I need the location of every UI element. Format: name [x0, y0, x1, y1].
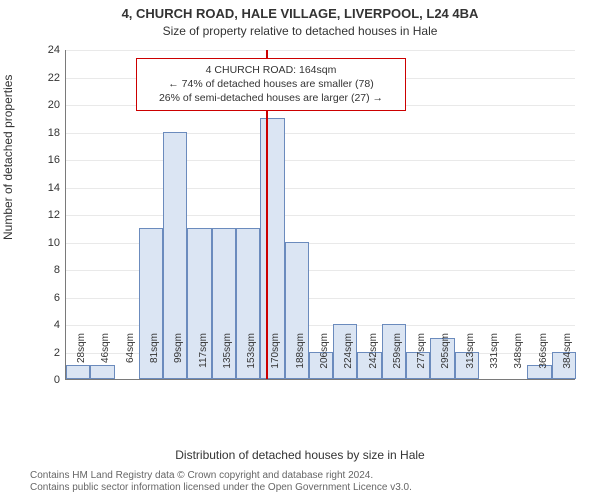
gridline-h [66, 215, 575, 216]
x-tick-label: 153sqm [246, 333, 257, 383]
x-tick-label: 46sqm [100, 333, 111, 383]
page-title-line2: Size of property relative to detached ho… [0, 24, 600, 38]
annotation-line3: 26% of semi-detached houses are larger (… [145, 91, 397, 105]
x-tick-label: 242sqm [368, 333, 379, 383]
y-tick-label: 10 [30, 237, 60, 249]
y-tick-label: 22 [30, 72, 60, 84]
x-axis-label: Distribution of detached houses by size … [0, 448, 600, 462]
x-tick-label: 188sqm [295, 333, 306, 383]
y-tick-label: 12 [30, 209, 60, 221]
annotation-line1: 4 CHURCH ROAD: 164sqm [145, 63, 397, 77]
x-tick-label: 384sqm [562, 333, 573, 383]
gridline-h [66, 160, 575, 161]
page-title-line1: 4, CHURCH ROAD, HALE VILLAGE, LIVERPOOL,… [0, 6, 600, 21]
gridline-h [66, 133, 575, 134]
x-tick-label: 28sqm [76, 333, 87, 383]
x-tick-label: 295sqm [440, 333, 451, 383]
annotation-box: 4 CHURCH ROAD: 164sqm ← 74% of detached … [136, 58, 406, 111]
y-tick-label: 16 [30, 154, 60, 166]
y-tick-label: 6 [30, 292, 60, 304]
y-tick-label: 2 [30, 347, 60, 359]
x-tick-label: 331sqm [489, 333, 500, 383]
y-tick-label: 8 [30, 264, 60, 276]
y-tick-label: 24 [30, 44, 60, 56]
footer-line2: Contains public sector information licen… [30, 482, 590, 494]
x-tick-label: 224sqm [343, 333, 354, 383]
y-tick-label: 14 [30, 182, 60, 194]
histogram-plot: 02468101214161820222428sqm46sqm64sqm81sq… [65, 50, 575, 380]
x-tick-label: 135sqm [222, 333, 233, 383]
x-tick-label: 313sqm [465, 333, 476, 383]
x-tick-label: 277sqm [416, 333, 427, 383]
y-axis-label: Number of detached properties [1, 75, 15, 240]
x-tick-label: 81sqm [149, 333, 160, 383]
x-tick-label: 206sqm [319, 333, 330, 383]
footer-attribution: Contains HM Land Registry data © Crown c… [30, 470, 590, 494]
x-tick-label: 259sqm [392, 333, 403, 383]
x-tick-label: 99sqm [173, 333, 184, 383]
gridline-h [66, 50, 575, 51]
y-tick-label: 20 [30, 99, 60, 111]
y-tick-label: 18 [30, 127, 60, 139]
x-tick-label: 366sqm [538, 333, 549, 383]
gridline-h [66, 188, 575, 189]
y-tick-label: 4 [30, 319, 60, 331]
annotation-line2: ← 74% of detached houses are smaller (78… [145, 77, 397, 91]
x-tick-label: 117sqm [198, 333, 209, 383]
x-tick-label: 170sqm [270, 333, 281, 383]
y-tick-label: 0 [30, 374, 60, 386]
footer-line1: Contains HM Land Registry data © Crown c… [30, 470, 590, 482]
x-tick-label: 348sqm [513, 333, 524, 383]
x-tick-label: 64sqm [125, 333, 136, 383]
